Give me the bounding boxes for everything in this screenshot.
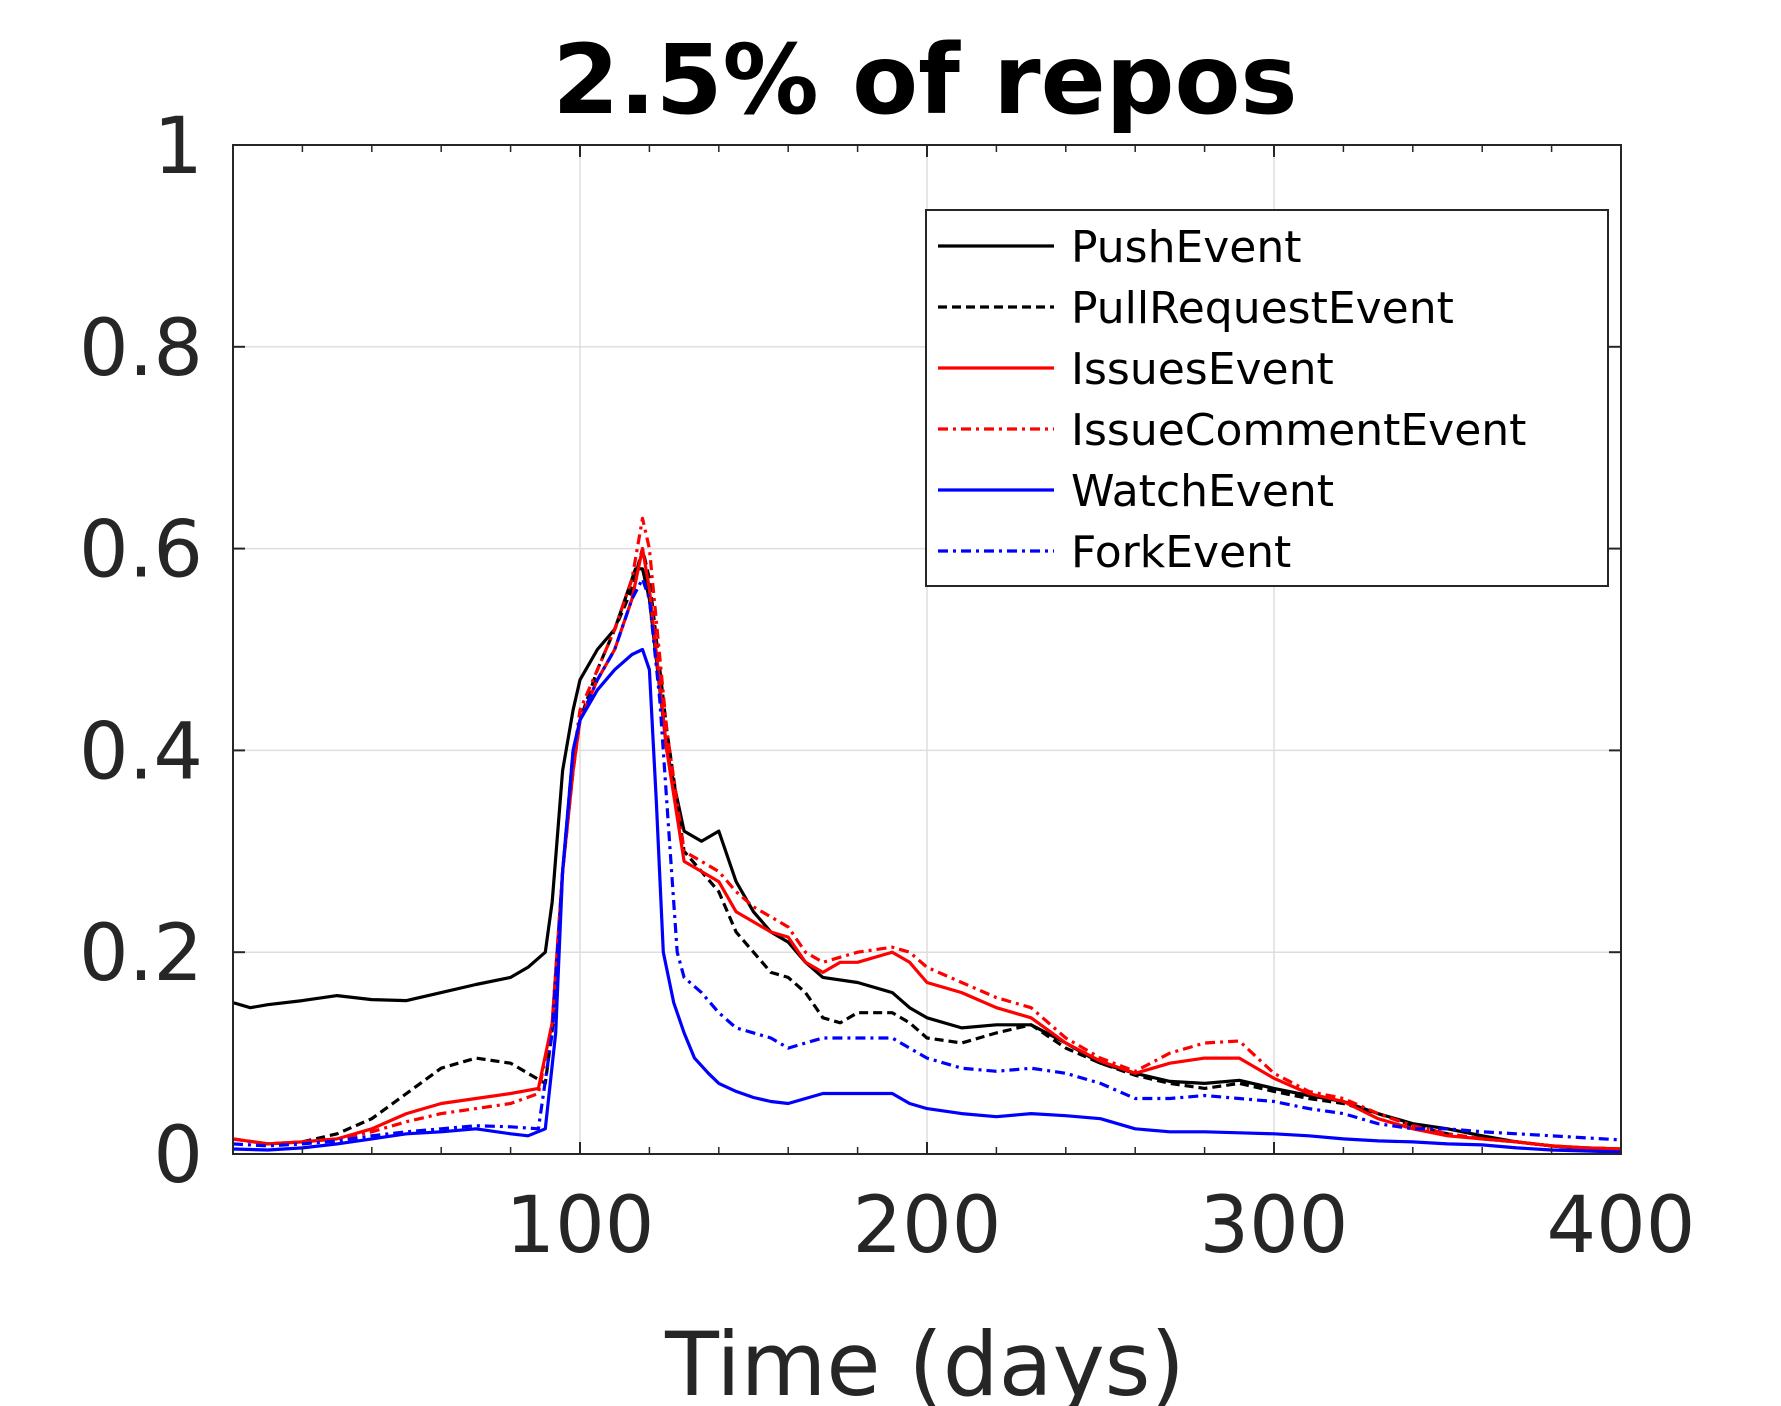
- y-tick-label: 1: [153, 102, 203, 192]
- series-line-PushEvent: [232, 567, 1622, 1152]
- y-tick-label: 0.6: [79, 506, 203, 596]
- y-tick-labels: 0 0.2 0.4 0.6 0.8 1: [79, 102, 203, 1201]
- legend-label: ForkEvent: [1071, 527, 1291, 578]
- series-line-IssueCommentEvent: [232, 516, 1622, 1151]
- series-line-WatchEvent: [232, 647, 1622, 1154]
- chart-title: 2.5% of repos: [552, 24, 1297, 136]
- x-tick-label: 400: [1547, 1181, 1696, 1271]
- x-tick-label: 300: [1200, 1181, 1349, 1271]
- y-tick-label: 0: [153, 1111, 203, 1201]
- series-line-ForkEvent: [232, 577, 1622, 1148]
- legend: PushEvent PullRequestEvent IssuesEvent Issu…: [925, 209, 1609, 587]
- series-line-IssuesEvent: [232, 547, 1622, 1151]
- x-tick-label: 200: [853, 1181, 1002, 1271]
- legend-label: IssueCommentEvent: [1071, 405, 1526, 456]
- series-layer: [232, 516, 1622, 1154]
- y-tick-label: 0.2: [79, 909, 203, 999]
- x-axis-label: Time (days): [664, 1313, 1185, 1406]
- legend-label: PushEvent: [1071, 222, 1302, 273]
- legend-label: WatchEvent: [1071, 466, 1334, 517]
- x-tick-label: 100: [506, 1181, 655, 1271]
- series-line-PullRequestEvent: [232, 547, 1622, 1151]
- y-tick-label: 0.4: [79, 707, 203, 797]
- legend-box: [925, 209, 1609, 587]
- legend-label: PullRequestEvent: [1071, 283, 1454, 334]
- legend-label: IssuesEvent: [1071, 344, 1334, 395]
- y-tick-label: 0.8: [79, 304, 203, 394]
- x-tick-labels: 100 200 300 400: [506, 1181, 1696, 1271]
- axis-ticks: [233, 144, 1622, 1155]
